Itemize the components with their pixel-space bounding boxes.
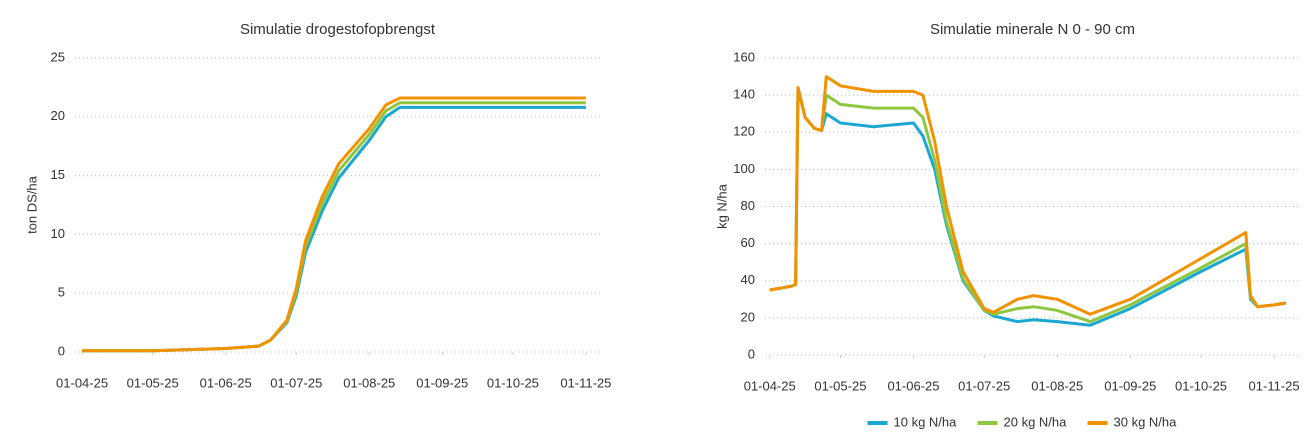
series-line (82, 101, 586, 353)
y-tick-label: 120 (733, 124, 755, 139)
x-tick-label: 01-06-25 (200, 375, 252, 390)
y-tick-label: 0 (748, 346, 755, 361)
y-tick-label: 15 (51, 167, 65, 182)
x-tick-label: 01-04-25 (56, 375, 108, 390)
x-tick-label: 01-09-25 (1104, 378, 1156, 393)
x-tick-label: 01-08-25 (343, 375, 395, 390)
x-tick-label: 01-08-25 (1031, 378, 1083, 393)
series-line (769, 75, 1287, 316)
series-line (82, 105, 586, 353)
x-tick-label: 01-06-25 (887, 378, 939, 393)
x-tick-label: 01-05-25 (127, 375, 179, 390)
y-tick-label: 140 (733, 87, 755, 102)
x-tick-label: 01-11-25 (560, 375, 611, 390)
y-tick-label: 20 (51, 108, 65, 123)
y-tick-label: 60 (741, 235, 755, 250)
y-axis-label: ton DS/ha (24, 175, 39, 234)
chart-title: Simulatie drogestofopbrengst (240, 21, 436, 38)
y-tick-label: 0 (58, 343, 65, 358)
series-line (769, 86, 1287, 327)
y-tick-label: 20 (741, 309, 755, 324)
y-tick-label: 40 (741, 272, 755, 287)
y-tick-label: 100 (733, 161, 755, 176)
x-tick-label: 01-11-25 (1249, 378, 1300, 393)
x-tick-label: 01-04-25 (744, 378, 796, 393)
x-tick-label: 01-10-25 (1175, 378, 1227, 393)
series-line (82, 96, 586, 353)
legend-label: 30 kg N/ha (1114, 414, 1178, 429)
y-tick-label: 25 (51, 49, 65, 64)
x-tick-label: 01-07-25 (958, 378, 1010, 393)
y-tick-label: 80 (741, 198, 755, 213)
y-tick-label: 160 (733, 49, 755, 64)
chart-title: Simulatie minerale N 0 - 90 cm (930, 21, 1135, 38)
legend-label: 10 kg N/ha (894, 414, 958, 429)
x-tick-label: 01-09-25 (416, 375, 468, 390)
x-tick-label: 01-07-25 (270, 375, 322, 390)
legend-label: 20 kg N/ha (1004, 414, 1068, 429)
x-tick-label: 01-05-25 (814, 378, 866, 393)
x-tick-label: 01-10-25 (487, 375, 539, 390)
y-tick-label: 10 (51, 226, 65, 241)
y-axis-label: kg N/ha (714, 183, 729, 229)
y-tick-label: 5 (58, 285, 65, 300)
